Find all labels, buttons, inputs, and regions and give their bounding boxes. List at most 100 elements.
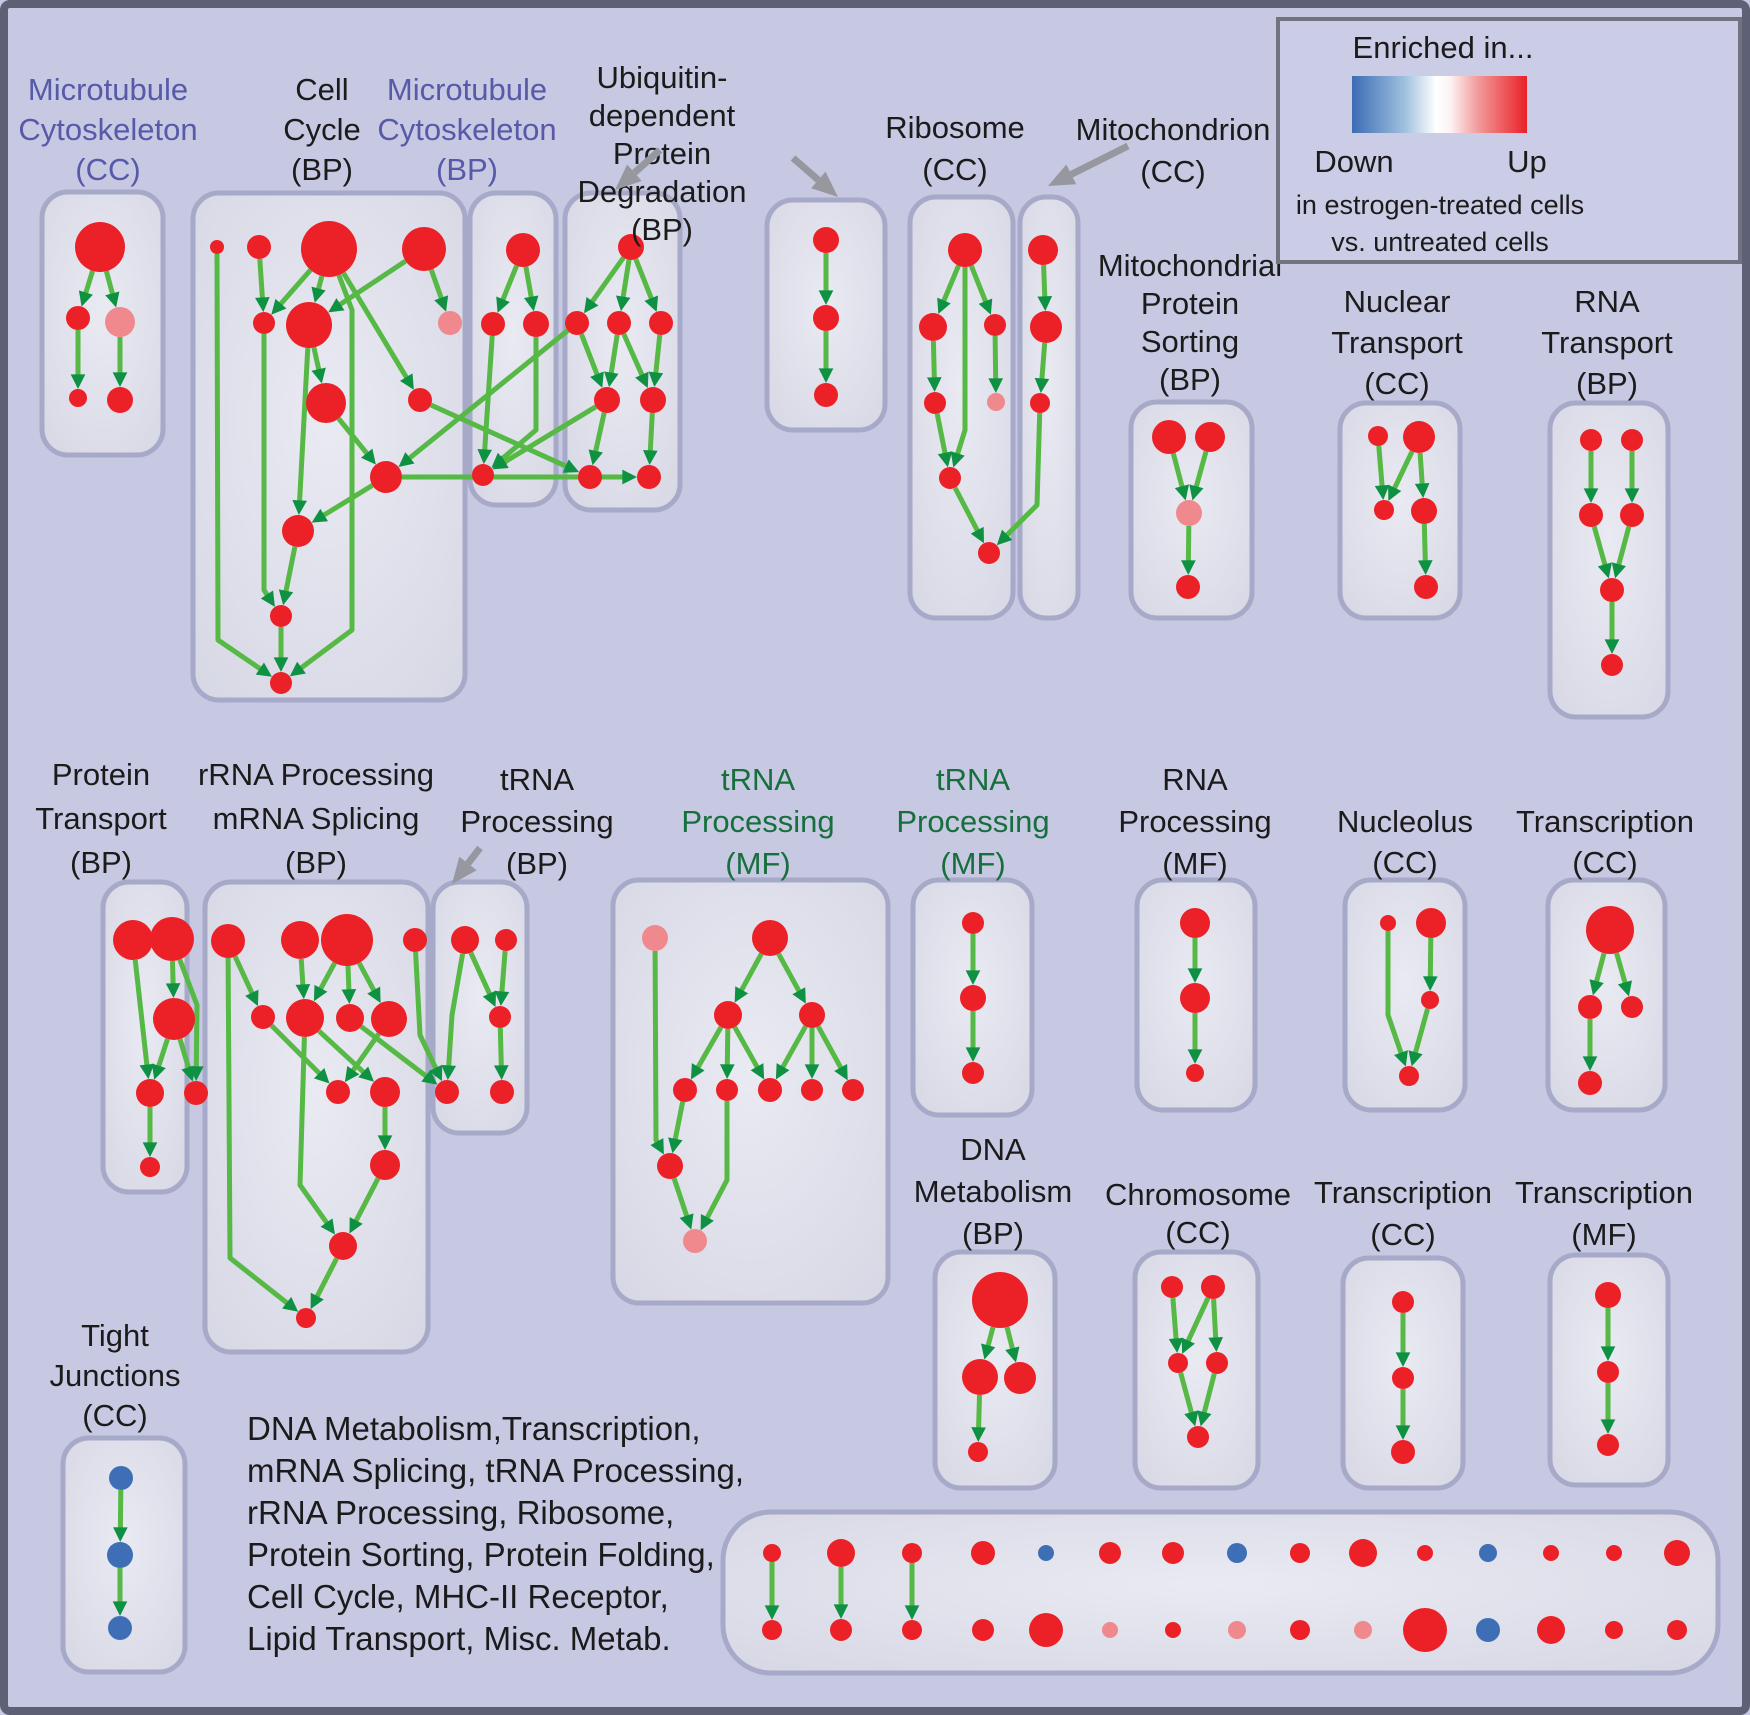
legend-subtitle-line: in estrogen-treated cells bbox=[1296, 190, 1584, 220]
go-term-node bbox=[1580, 429, 1602, 451]
misc-clusters-text-line: Lipid Transport, Misc. Metab. bbox=[247, 1620, 671, 1657]
go-term-node bbox=[1391, 1440, 1415, 1464]
go-term-node bbox=[438, 311, 462, 335]
go-term-node bbox=[1162, 1542, 1184, 1564]
go-term-node bbox=[251, 1005, 275, 1029]
cluster-label-line: Transcription bbox=[1515, 1175, 1693, 1210]
cluster-label-line: dependent bbox=[589, 98, 736, 133]
go-term-node bbox=[987, 393, 1005, 411]
go-term-node bbox=[1392, 1367, 1414, 1389]
cluster-label-line: Processing bbox=[896, 804, 1049, 839]
go-term-node bbox=[270, 672, 292, 694]
cluster-label-line: Cytoskeleton bbox=[18, 112, 197, 147]
edge-arrow bbox=[278, 546, 298, 606]
cluster-label-line: Nuclear bbox=[1344, 284, 1451, 319]
edge-arrow bbox=[668, 1101, 686, 1154]
go-term-node bbox=[1228, 1621, 1246, 1639]
edge-arrow bbox=[588, 412, 607, 466]
misc-clusters-text-line: DNA Metabolism,Transcription, bbox=[247, 1410, 701, 1447]
go-term-node bbox=[1605, 1621, 1623, 1639]
go-term-node bbox=[247, 235, 271, 259]
go-term-node bbox=[451, 926, 479, 954]
go-term-node bbox=[762, 1620, 782, 1640]
edge-arrow bbox=[1388, 450, 1415, 502]
edge-arrow bbox=[996, 412, 1043, 546]
edge-arrow bbox=[494, 950, 510, 1007]
edge-arrow bbox=[177, 1038, 196, 1082]
go-term-node bbox=[490, 1080, 514, 1104]
go-term-node bbox=[813, 227, 839, 253]
cluster-label-line: Cytoskeleton bbox=[377, 112, 556, 147]
go-term-node bbox=[939, 467, 961, 489]
edge-arrow bbox=[78, 270, 95, 307]
go-term-node bbox=[642, 925, 668, 951]
go-term-node bbox=[1004, 1362, 1036, 1394]
go-term-node bbox=[153, 998, 195, 1040]
cluster-box-microtubule-cytoskeleton-cc bbox=[39, 189, 166, 458]
edge-arrow bbox=[648, 334, 664, 388]
go-term-node bbox=[281, 921, 319, 959]
edge-arrow bbox=[225, 957, 299, 1312]
edge-arrow bbox=[359, 1024, 438, 1085]
go-term-node bbox=[814, 383, 838, 407]
go-term-node bbox=[1597, 1434, 1619, 1456]
edge-arrow bbox=[1408, 1008, 1431, 1067]
edge-arrow bbox=[1374, 445, 1390, 501]
cluster-label-line: (BP) bbox=[1159, 362, 1221, 397]
edge-arrow bbox=[1614, 952, 1632, 997]
go-term-node bbox=[1421, 991, 1439, 1009]
misc-clusters-text-line: mRNA Splicing, tRNA Processing, bbox=[247, 1452, 744, 1489]
go-term-node bbox=[960, 985, 986, 1011]
go-term-node bbox=[1206, 1352, 1228, 1374]
cluster-label-line: Transcription bbox=[1516, 804, 1694, 839]
legend-subtitle-line: vs. untreated cells bbox=[1331, 227, 1549, 257]
go-term-node bbox=[842, 1079, 864, 1101]
legend-box bbox=[1276, 17, 1742, 264]
cluster-label-line: (MF) bbox=[1162, 846, 1227, 881]
go-term-node bbox=[1227, 1543, 1247, 1563]
cluster-label-line: (CC) bbox=[1372, 845, 1437, 880]
edge-arrow bbox=[583, 256, 626, 314]
edge-arrow bbox=[255, 258, 270, 313]
cluster-label-line: (CC) bbox=[1572, 845, 1637, 880]
go-term-node bbox=[495, 929, 517, 951]
edge-arrow bbox=[579, 333, 604, 388]
legend-gradient-bar-icon bbox=[1352, 76, 1527, 133]
go-term-node bbox=[329, 1232, 357, 1260]
go-term-node bbox=[408, 388, 432, 412]
go-term-node bbox=[1152, 420, 1186, 454]
edge-arrow bbox=[177, 958, 204, 1081]
go-term-node bbox=[673, 1078, 697, 1102]
callout-arrow-icon bbox=[452, 845, 483, 884]
edge-arrow bbox=[650, 950, 664, 1155]
go-term-node bbox=[683, 1229, 707, 1253]
edge-arrow bbox=[103, 270, 120, 308]
cluster-label-line: Degradation bbox=[578, 174, 747, 209]
cluster-box-nuclear-transport-cc bbox=[1337, 400, 1463, 621]
edge-arrow bbox=[775, 1025, 808, 1080]
edge-arrow bbox=[313, 961, 337, 1002]
go-term-node bbox=[1601, 654, 1623, 676]
edge-arrow bbox=[297, 1036, 335, 1235]
go-term-node bbox=[211, 924, 245, 958]
go-term-node bbox=[1195, 422, 1225, 452]
go-term-node bbox=[321, 914, 373, 966]
edge-arrow bbox=[1589, 952, 1607, 996]
edge-arrow bbox=[1197, 1373, 1217, 1427]
edge-arrow bbox=[1170, 452, 1190, 501]
misc-clusters-text-line: Cell Cycle, MHC-II Receptor, bbox=[247, 1578, 669, 1615]
edge-arrow bbox=[988, 335, 1004, 393]
go-term-node bbox=[813, 305, 839, 331]
edge-arrow bbox=[633, 258, 659, 312]
cluster-box-rna-transport-bp bbox=[1547, 400, 1671, 720]
go-term-node bbox=[1102, 1622, 1118, 1638]
edge-arrow bbox=[165, 960, 181, 998]
edge-arrow bbox=[1037, 264, 1053, 311]
edge-arrow bbox=[1208, 1298, 1223, 1352]
edge-arrow bbox=[1181, 1296, 1211, 1354]
cluster-label-line: Cell bbox=[295, 72, 348, 107]
go-term-node bbox=[968, 1442, 988, 1462]
go-term-node bbox=[1187, 1426, 1209, 1448]
cluster-label-line: Junctions bbox=[50, 1358, 181, 1393]
